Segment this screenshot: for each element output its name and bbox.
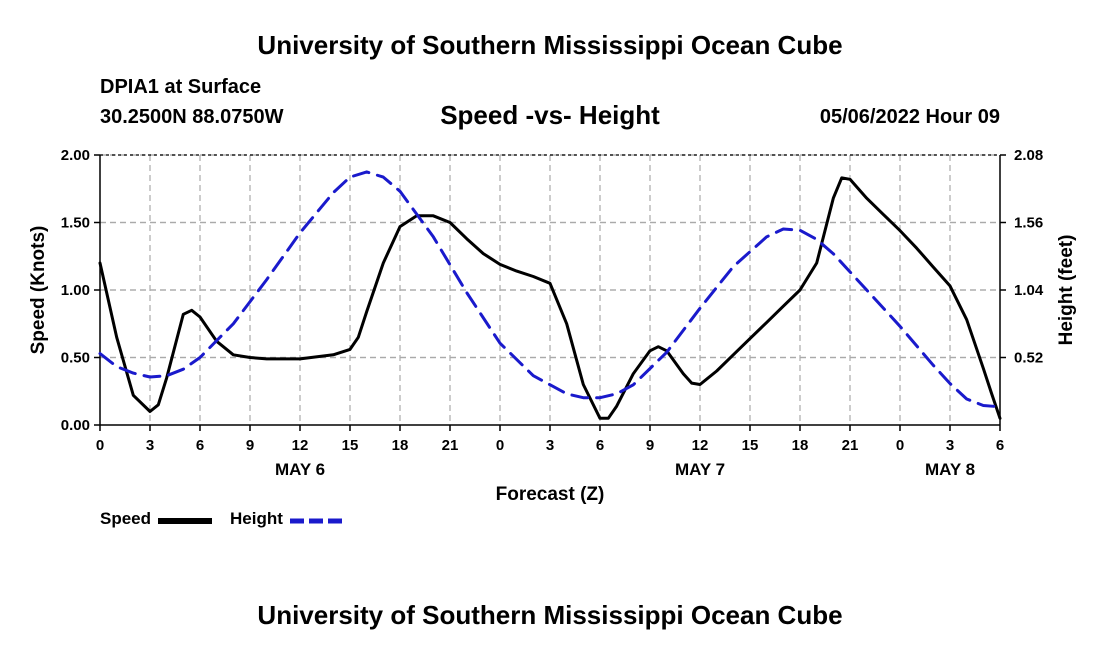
footer-title: University of Southern Mississippi Ocean… [257,600,843,630]
y-tick-label: 0.00 [61,417,90,434]
x-tick-label: 0 [496,437,504,454]
x-tick-label: 3 [946,437,954,454]
x-tick-label: 21 [442,437,459,454]
x-tick-label: 9 [246,437,254,454]
chart-subtitle: Speed -vs- Height [440,100,660,130]
y-tick-label: 2.00 [61,147,90,164]
x-tick-label: 6 [596,437,604,454]
y2-axis-title: Height (feet) [1056,235,1077,346]
x-tick-label: 3 [546,437,554,454]
station-label: DPIA1 at Surface [100,76,262,98]
legend-height-label: Height [230,509,283,528]
day-label: MAY 6 [275,460,325,479]
x-tick-label: 21 [842,437,859,454]
x-tick-label: 18 [392,437,409,454]
x-tick-label: 6 [996,437,1004,454]
legend-speed-label: Speed [100,509,152,528]
x-tick-label: 12 [292,437,309,454]
x-tick-label: 6 [196,437,204,454]
day-label: MAY 7 [675,460,725,479]
x-tick-label: 3 [146,437,154,454]
x-tick-label: 0 [896,437,904,454]
y2-tick-label: 0.52 [1014,350,1043,367]
y-tick-label: 1.50 [61,215,90,232]
x-tick-label: 15 [742,437,759,454]
y-tick-label: 1.00 [61,282,90,299]
y2-tick-label: 1.04 [1014,282,1044,299]
forecast-datetime: 05/06/2022 Hour 09 [819,106,1000,128]
coordinates-label: 30.2500N 88.0750W [100,106,284,128]
x-tick-label: 9 [646,437,654,454]
y-tick-label: 0.50 [61,350,90,367]
x-tick-label: 0 [96,437,104,454]
x-tick-label: 18 [792,437,809,454]
speed-series-line [98,176,1002,420]
x-tick-label: 15 [342,437,359,454]
height-series-line [98,170,1002,409]
axes: 0 3 6 9 12 15 18 21 0 3 6 9 12 15 18 21 0 3 6 MAY 6 MAY 7 MAY… [28,147,1077,505]
y-axis-title: Speed (Knots) [28,226,49,355]
y2-tick-label: 1.56 [1014,215,1043,232]
x-axis-title: Forecast (Z) [496,484,605,505]
y2-tick-label: 2.08 [1014,147,1043,164]
series-lines [98,170,1002,420]
main-title: University of Southern Mississippi Ocean… [257,30,843,60]
x-tick-label: 12 [692,437,709,454]
day-label: MAY 8 [925,460,975,479]
